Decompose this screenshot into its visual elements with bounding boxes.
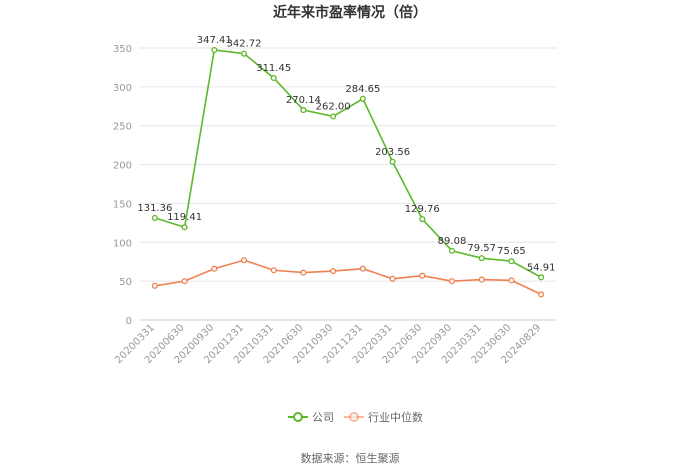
series-point-0 xyxy=(151,214,158,221)
series-point-0 xyxy=(181,224,188,231)
data-label: 54.91 xyxy=(527,262,556,273)
series-point-0 xyxy=(211,46,218,54)
series-line-0 xyxy=(154,49,542,279)
data-label: 131.36 xyxy=(137,203,172,214)
data-label: 347.41 xyxy=(197,35,232,46)
series-point-0 xyxy=(508,258,515,265)
series-point-1 xyxy=(270,267,277,274)
y-tick-label: 350 xyxy=(113,44,132,55)
x-axis: 2020033120200630202009302020123120210331… xyxy=(113,322,543,366)
data-label: 203.56 xyxy=(375,147,410,158)
y-tick-label: 100 xyxy=(113,238,132,249)
data-label: 89.08 xyxy=(438,236,467,247)
y-tick-label: 0 xyxy=(126,316,132,327)
series-point-0 xyxy=(300,107,307,114)
series-point-0 xyxy=(270,74,277,82)
y-tick-label: 250 xyxy=(113,122,132,133)
y-axis: 0 50 100 150 200 250 300 350 xyxy=(113,44,132,327)
data-label: 79.57 xyxy=(467,243,496,254)
series-point-1 xyxy=(508,277,515,284)
series-point-1 xyxy=(419,272,426,279)
series-point-1 xyxy=(538,291,545,298)
source-note: 数据来源：恒生聚源 xyxy=(301,451,400,465)
y-tick-label: 200 xyxy=(113,161,132,172)
series-point-0 xyxy=(538,274,545,281)
data-label: 119.41 xyxy=(167,212,202,223)
legend-swatch-marker xyxy=(293,412,303,422)
data-label: 342.72 xyxy=(227,39,262,50)
series-point-1 xyxy=(389,275,396,282)
data-label: 311.45 xyxy=(256,63,291,74)
series-point-0 xyxy=(240,50,248,57)
series-point-0 xyxy=(419,216,426,223)
series-layer xyxy=(151,46,545,298)
series-point-0 xyxy=(359,95,366,102)
series-point-0 xyxy=(448,247,456,254)
data-label: 284.65 xyxy=(345,84,380,95)
series-point-1 xyxy=(359,265,366,272)
y-tick-label: 300 xyxy=(113,83,132,94)
series-point-0 xyxy=(478,255,485,262)
series-point-1 xyxy=(181,278,188,285)
series-point-1 xyxy=(478,276,485,283)
series-line-1 xyxy=(154,259,542,296)
legend-label: 行业中位数 xyxy=(368,410,423,424)
chart-title: 近年来市盈率情况（倍） xyxy=(273,4,427,21)
data-label: 75.65 xyxy=(497,246,526,257)
y-tick-label: 150 xyxy=(113,199,132,210)
series-point-1 xyxy=(300,269,307,276)
series-point-1 xyxy=(211,265,218,272)
legend: 公司 行业中位数 xyxy=(288,410,423,424)
series-point-1 xyxy=(448,278,456,285)
series-point-0 xyxy=(389,158,396,165)
y-tick-label: 50 xyxy=(119,277,132,288)
series-point-0 xyxy=(330,113,337,120)
series-point-1 xyxy=(330,267,337,275)
data-label: 270.14 xyxy=(286,95,321,106)
legend-label: 公司 xyxy=(312,411,334,424)
data-label: 129.76 xyxy=(405,204,440,215)
legend-swatch-marker xyxy=(349,412,359,422)
data-label: 262.00 xyxy=(316,101,351,112)
series-point-1 xyxy=(151,282,158,289)
grid xyxy=(140,47,556,321)
series-point-1 xyxy=(240,257,248,264)
